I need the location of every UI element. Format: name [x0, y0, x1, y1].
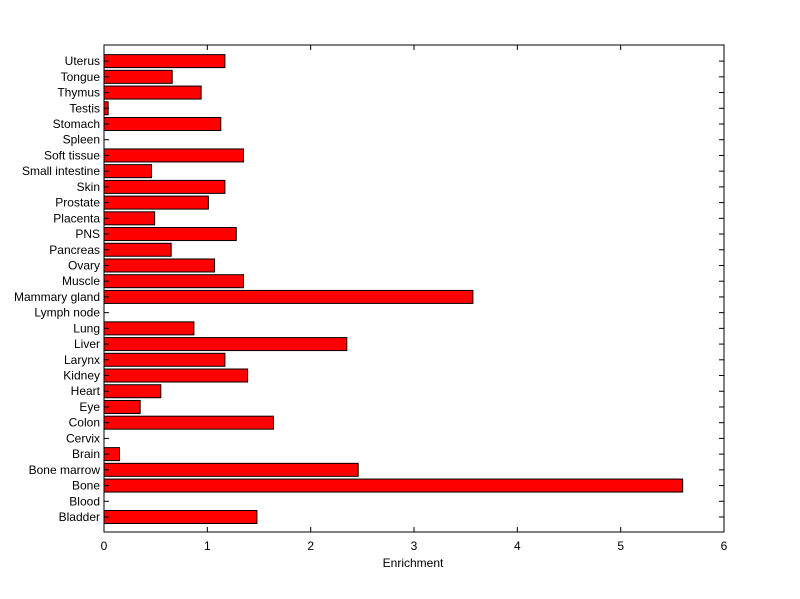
bar: [103, 478, 684, 493]
bar: [103, 274, 244, 289]
bar: [103, 117, 222, 131]
bar: [103, 352, 226, 367]
x-tick-label: 3: [411, 539, 418, 553]
x-tick-label: 1: [204, 539, 211, 553]
y-tick-label: Soft tissue: [44, 148, 100, 162]
y-tick-label: Pancreas: [49, 243, 100, 257]
y-tick-label: Mammary gland: [14, 290, 100, 304]
bar: [103, 227, 237, 242]
bar: [103, 179, 226, 194]
y-tick-label: PNS: [75, 227, 100, 241]
bar: [103, 289, 474, 304]
x-tick-label: 0: [101, 539, 108, 553]
y-tick-label: Heart: [71, 384, 101, 398]
x-axis-label: Enrichment: [383, 556, 444, 570]
y-tick-label: Muscle: [62, 274, 100, 288]
y-tick-label: Liver: [74, 337, 100, 351]
bar: [103, 510, 258, 524]
y-tick-label: Blood: [69, 494, 100, 508]
bar: [103, 164, 153, 179]
y-tick-label: Prostate: [55, 196, 100, 210]
x-tick-label: 2: [307, 539, 314, 553]
bar: [103, 337, 348, 352]
y-tick-label: Bone marrow: [29, 463, 101, 477]
y-tick-label: Bone: [72, 479, 100, 493]
y-tick-label: Brain: [72, 447, 100, 461]
y-tick-label: Eye: [79, 400, 100, 414]
y-tick-label: Small intestine: [22, 164, 100, 178]
y-tick-label: Spleen: [63, 133, 100, 147]
x-tick-label: 5: [617, 539, 624, 553]
bar: [103, 462, 359, 477]
x-tick-label: 4: [514, 539, 521, 553]
bar: [103, 321, 195, 336]
bar: [103, 242, 172, 257]
y-tick-label: Colon: [69, 416, 100, 430]
bar-group: [103, 54, 684, 524]
plot-frame: [103, 44, 725, 533]
bar: [103, 399, 141, 414]
y-tick-label: Lymph node: [34, 306, 100, 320]
y-tick-label: Testis: [69, 101, 100, 115]
bar: [103, 415, 274, 430]
bar: [103, 54, 226, 69]
axis-ticks: [103, 45, 725, 532]
y-tick-label: Kidney: [63, 369, 100, 383]
x-tick-label: 6: [721, 539, 728, 553]
y-tick-label: Larynx: [64, 353, 100, 367]
bar: [103, 384, 162, 399]
y-tick-label: Thymus: [57, 86, 100, 100]
bar: [103, 148, 244, 163]
x-tick-labels: 0 1 2 3 4 5 6: [101, 539, 728, 553]
bar: [103, 258, 216, 273]
bar: [103, 368, 249, 383]
y-tick-label: Skin: [77, 180, 100, 194]
y-tick-label: Placenta: [53, 211, 100, 225]
y-tick-label: Lung: [73, 321, 100, 335]
bar: [103, 69, 173, 84]
y-tick-label: Ovary: [68, 258, 100, 272]
y-tick-label: Stomach: [53, 117, 100, 131]
y-tick-label: Uterus: [65, 54, 100, 68]
bar: [103, 195, 209, 210]
y-tick-label: Bladder: [59, 510, 100, 524]
y-tick-label: Tongue: [61, 70, 101, 84]
bar: [103, 211, 156, 226]
y-tick-label: Cervix: [66, 431, 100, 445]
bar: [103, 85, 202, 100]
